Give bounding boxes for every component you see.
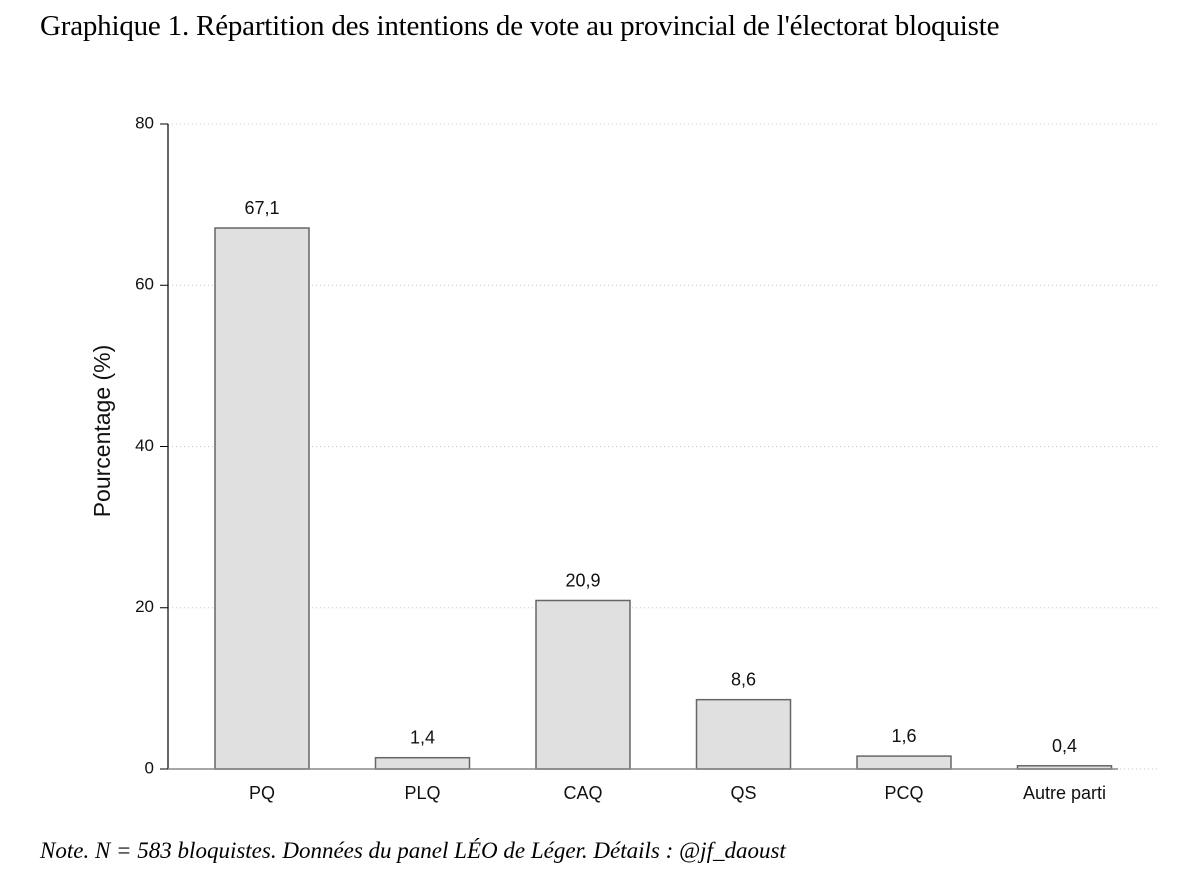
data-label: 1,4 xyxy=(410,728,435,748)
y-tick-label: 0 xyxy=(145,758,154,777)
chart-title: Graphique 1. Répartition des intentions … xyxy=(40,10,1000,42)
bar-plq xyxy=(374,756,471,770)
category-label: PCQ xyxy=(884,783,923,803)
bar-caq xyxy=(535,599,631,770)
y-tick-label: 20 xyxy=(135,597,154,616)
data-label: 20,9 xyxy=(565,570,600,590)
data-label: 8,6 xyxy=(731,670,756,690)
y-axis-label: Pourcentage (%) xyxy=(89,345,115,518)
x-axis: PQ PLQ CAQ QS PCQ Autre parti xyxy=(168,768,1118,803)
category-label: PLQ xyxy=(404,783,440,803)
y-tick-label: 60 xyxy=(135,275,154,294)
y-axis: 0 20 40 60 80 xyxy=(135,113,169,777)
y-tick-label: 40 xyxy=(135,436,154,455)
data-label: 0,4 xyxy=(1052,736,1077,756)
category-label: PQ xyxy=(249,783,275,803)
footnote: Note. N = 583 bloquistes. Données du pan… xyxy=(40,838,786,863)
category-label: CAQ xyxy=(563,783,602,803)
data-label: 1,6 xyxy=(891,726,916,746)
bar-pq xyxy=(214,227,310,770)
bars: 67,1 1,4 20,9 8,6 1,6 0,4 xyxy=(214,198,1113,770)
category-label: QS xyxy=(730,783,756,803)
category-label: Autre parti xyxy=(1023,783,1106,803)
bar-pcq xyxy=(856,755,952,770)
gridlines xyxy=(168,123,1158,770)
data-label: 67,1 xyxy=(244,198,279,218)
bar-qs xyxy=(695,698,792,770)
y-tick-label: 80 xyxy=(135,113,154,132)
